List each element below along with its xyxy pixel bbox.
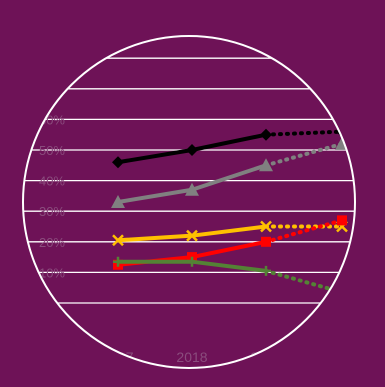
- point-marker: [260, 128, 272, 141]
- x-tick-label: 2019: [250, 349, 281, 365]
- y-tick-label: 40%: [39, 174, 65, 189]
- point-marker: [337, 215, 347, 226]
- series-5: [113, 256, 347, 298]
- y-tick-label: 80%: [39, 51, 65, 66]
- point-marker: [185, 182, 199, 196]
- series-line: [117, 224, 267, 243]
- point-marker: [112, 234, 124, 247]
- series-projection-line: [264, 129, 344, 137]
- point-marker: [337, 287, 347, 298]
- marker-stroke: [112, 234, 124, 247]
- point-marker: [186, 229, 198, 242]
- x-tick-label: 2018: [176, 349, 207, 365]
- series-projection-line: [264, 268, 344, 295]
- marker-stroke: [186, 229, 198, 242]
- point-marker: [112, 156, 124, 169]
- series-group: [111, 125, 349, 298]
- series-projection-line: [264, 218, 344, 244]
- series-2: [111, 136, 349, 209]
- series-1: [112, 125, 348, 169]
- y-tick-label: 30%: [39, 204, 65, 219]
- series-projection-line: [264, 141, 344, 168]
- point-marker: [261, 236, 271, 247]
- point-marker: [113, 256, 123, 267]
- y-axis-ticks: 10%20%30%40%50%60%70%80%: [39, 51, 65, 280]
- plot-area: 10%20%30%40%50%60%70%80% 2017 2018 2019 202…: [23, 51, 357, 365]
- marker-stroke: [260, 220, 272, 233]
- point-marker: [187, 256, 197, 267]
- point-marker: [186, 144, 198, 156]
- point-marker: [261, 265, 271, 276]
- point-marker: [259, 158, 273, 172]
- x-tick-label: 2020: [326, 349, 357, 365]
- point-marker: [111, 195, 125, 209]
- y-tick-label: 10%: [39, 265, 65, 280]
- y-tick-label: 50%: [39, 143, 65, 158]
- point-marker: [260, 220, 272, 233]
- circle-frame: [22, 35, 356, 369]
- y-tick-label: 20%: [39, 235, 65, 250]
